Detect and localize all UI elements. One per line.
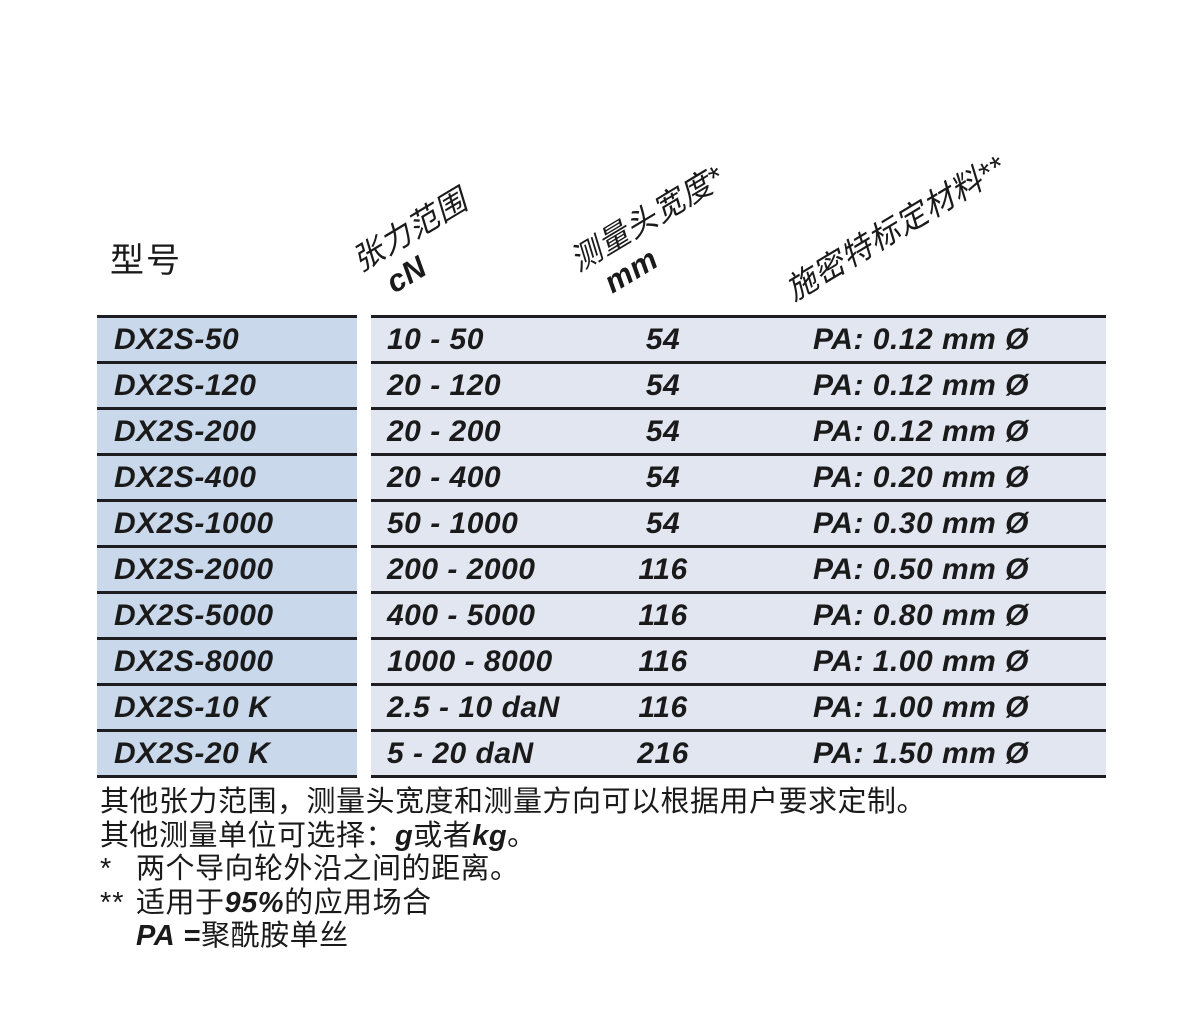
note-text: 两个导向轮外沿之间的距离。 [136,853,520,885]
head-width-cell: 116 [638,690,688,724]
note-guide-rollers: * 两个导向轮外沿之间的距离。 [100,853,1120,887]
head-width-cell: 54 [645,460,681,494]
model-column-header: 型号 [110,242,182,280]
model-cell: DX2S-5000 [97,594,357,640]
tension-range-cell: 400 - 5000 [387,598,536,632]
column-header-head-width: 测量头宽度* mm [564,159,749,310]
calibration-material-cell: PA: 0.50 mm Ø [813,552,1030,586]
column-gap [357,364,371,410]
spec-cells: 20 - 400 54 PA: 0.20 mm Ø [371,456,1106,502]
tension-range-cell: 20 - 400 [387,460,502,494]
model-cell: DX2S-200 [97,410,357,456]
column-gap [357,640,371,686]
table-row: DX2S-120 20 - 120 54 PA: 0.12 mm Ø [97,364,1106,410]
calibration-material-cell: PA: 0.30 mm Ø [813,506,1030,540]
tension-range-cell: 1000 - 8000 [387,644,553,678]
column-gap [357,686,371,732]
spec-cells: 5 - 20 daN 216 PA: 1.50 mm Ø [371,732,1106,778]
note-text: 或者 [413,819,473,852]
spec-cells: 1000 - 8000 116 PA: 1.00 mm Ø [371,640,1106,686]
head-width-cell: 54 [645,506,681,540]
note-applications: ** 适用于95%的应用场合 [100,887,1120,921]
note-text: 适用于95%的应用场合 [136,886,432,919]
spec-cells: 20 - 120 54 PA: 0.12 mm Ø [371,364,1106,410]
head-width-cell: 54 [645,322,681,356]
column-gap [357,548,371,594]
calibration-material-label: 施密特标定材料** [779,148,1012,308]
table-row: DX2S-200 20 - 200 54 PA: 0.12 mm Ø [97,410,1106,456]
head-width-cell: 116 [638,552,688,586]
model-cell: DX2S-50 [97,315,357,364]
calibration-material-cell: PA: 0.12 mm Ø [813,322,1030,356]
double-asterisk-marker: ** [100,886,125,919]
head-width-cell: 116 [638,598,688,632]
tension-range-cell: 10 - 50 [387,322,484,356]
model-cell: DX2S-2000 [97,548,357,594]
spec-cells: 400 - 5000 116 PA: 0.80 mm Ø [371,594,1106,640]
unit-kg: kg [472,819,508,852]
tension-range-cell: 50 - 1000 [387,506,519,540]
column-gap [357,456,371,502]
column-header-calibration-material: 施密特标定材料** [779,149,1013,310]
head-width-cell: 116 [638,644,688,678]
calibration-material-cell: PA: 0.20 mm Ø [813,460,1030,494]
model-cell: DX2S-120 [97,364,357,410]
model-cell: DX2S-20 K [97,732,357,778]
head-width-cell: 54 [645,414,681,448]
model-cell: DX2S-400 [97,456,357,502]
spec-cells: 2.5 - 10 daN 116 PA: 1.00 mm Ø [371,686,1106,732]
calibration-material-cell: PA: 0.12 mm Ø [813,414,1030,448]
calibration-material-cell: PA: 1.00 mm Ø [813,644,1030,678]
calibration-material-cell: PA: 1.50 mm Ø [813,736,1030,770]
unit-g: g [395,819,414,852]
column-gap [357,502,371,548]
spec-cells: 20 - 200 54 PA: 0.12 mm Ø [371,410,1106,456]
model-cell: DX2S-1000 [97,502,357,548]
model-cell: DX2S-8000 [97,640,357,686]
table-row: DX2S-2000 200 - 2000 116 PA: 0.50 mm Ø [97,548,1106,594]
head-width-cell: 54 [645,368,681,402]
head-width-cell: 216 [637,736,689,770]
table-row: DX2S-50 10 - 50 54 PA: 0.12 mm Ø [97,315,1106,364]
column-gap [357,732,371,778]
spec-cells: 50 - 1000 54 PA: 0.30 mm Ø [371,502,1106,548]
table-row: DX2S-10 K 2.5 - 10 daN 116 PA: 1.00 mm Ø [97,686,1106,732]
column-gap [357,594,371,640]
table-row: DX2S-1000 50 - 1000 54 PA: 0.30 mm Ø [97,502,1106,548]
note-units: 其他测量单位可选择： g 或者 kg 。 [100,820,1120,854]
table-row: DX2S-5000 400 - 5000 116 PA: 0.80 mm Ø [97,594,1106,640]
tension-range-cell: 2.5 - 10 daN [387,690,560,724]
asterisk-marker: * [100,853,113,885]
spec-cells: 200 - 2000 116 PA: 0.50 mm Ø [371,548,1106,594]
table-row: DX2S-400 20 - 400 54 PA: 0.20 mm Ø [97,456,1106,502]
note-text: 其他测量单位可选择： [100,819,396,852]
note-text: PA =聚酰胺单丝 [136,920,349,952]
tension-range-cell: 5 - 20 daN [387,736,534,770]
spec-cells: 10 - 50 54 PA: 0.12 mm Ø [371,315,1106,364]
calibration-material-cell: PA: 0.80 mm Ø [813,598,1030,632]
footnotes: 其他张力范围，测量头宽度和测量方向可以根据用户要求定制。 其他测量单位可选择： … [100,786,1120,954]
tension-range-cell: 20 - 120 [387,368,502,402]
calibration-material-cell: PA: 0.12 mm Ø [813,368,1030,402]
note-text: 。 [507,819,537,852]
column-header-tension-range: 张力范围 cN [346,182,493,310]
table-row: DX2S-8000 1000 - 8000 116 PA: 1.00 mm Ø [97,640,1106,686]
note-pa-definition: PA =聚酰胺单丝 [100,920,1120,954]
tension-range-cell: 200 - 2000 [387,552,536,586]
note-customization: 其他张力范围，测量头宽度和测量方向可以根据用户要求定制。 [100,786,1120,820]
column-gap [357,315,371,364]
model-cell: DX2S-10 K [97,686,357,732]
calibration-material-cell: PA: 1.00 mm Ø [813,690,1030,724]
column-gap [357,410,371,456]
note-text: 其他张力范围，测量头宽度和测量方向可以根据用户要求定制。 [100,786,927,818]
tension-range-cell: 20 - 200 [387,414,502,448]
spec-table: DX2S-50 10 - 50 54 PA: 0.12 mm Ø DX2S-12… [97,315,1106,778]
table-row: DX2S-20 K 5 - 20 daN 216 PA: 1.50 mm Ø [97,732,1106,778]
